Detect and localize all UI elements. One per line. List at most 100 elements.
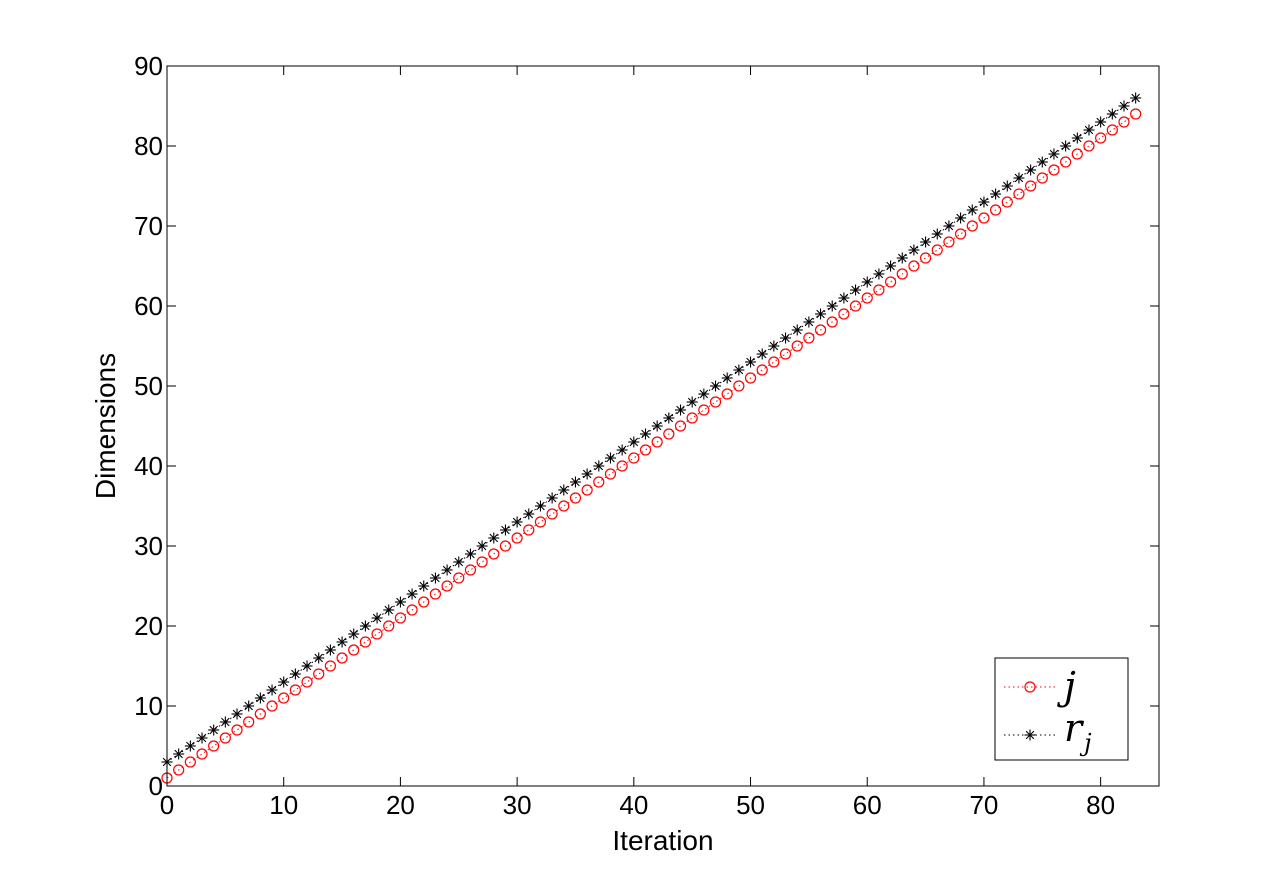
data-point (721, 372, 733, 384)
data-point (569, 476, 581, 488)
data-point (581, 484, 593, 496)
data-point (896, 252, 908, 264)
x-tick-label: 10 (269, 790, 298, 820)
data-point (196, 748, 208, 760)
data-point (663, 428, 675, 440)
data-point (1001, 196, 1013, 208)
data-point (791, 324, 803, 336)
data-point (733, 380, 745, 392)
data-point (710, 380, 722, 392)
data-point (184, 756, 196, 768)
data-point (604, 468, 617, 480)
data-point (955, 212, 967, 224)
data-point (593, 476, 605, 488)
data-point (441, 564, 453, 576)
data-point (733, 364, 745, 376)
data-point (464, 548, 476, 560)
data-point (849, 300, 862, 312)
data-point (1001, 180, 1013, 192)
data-point (826, 300, 838, 312)
data-point (1036, 156, 1048, 168)
y-tick-label: 40 (134, 451, 163, 481)
data-point (884, 276, 897, 288)
data-point (686, 412, 698, 424)
legend-marker-circle (1024, 681, 1036, 693)
data-point (546, 492, 558, 504)
data-point (686, 396, 698, 408)
data-point (383, 620, 395, 632)
data-point (429, 588, 442, 600)
plot-frame (166, 65, 1160, 787)
data-point (523, 508, 535, 520)
x-tick-label: 40 (619, 790, 648, 820)
data-point (196, 732, 208, 744)
data-point (908, 260, 920, 272)
x-tick-label: 20 (386, 790, 415, 820)
data-point (383, 604, 395, 616)
data-point (920, 236, 932, 248)
data-point (768, 356, 780, 368)
data-point (324, 660, 336, 672)
data-point (780, 332, 792, 344)
data-point (476, 540, 488, 552)
data-point (278, 692, 290, 704)
data-point (943, 220, 955, 232)
data-point (1013, 172, 1025, 184)
data-point (593, 460, 605, 472)
data-point (990, 204, 1002, 216)
data-point (359, 636, 371, 648)
x-tick-label: 70 (969, 790, 998, 820)
data-point (628, 436, 640, 448)
data-point (289, 684, 301, 696)
series-1 (161, 108, 1142, 784)
data-point (616, 444, 628, 456)
x-axis-ticks: 0 10 20 30 40 50 60 70 80 (160, 66, 1115, 820)
data-point (756, 364, 768, 376)
data-point (628, 452, 640, 464)
data-point (698, 404, 710, 416)
data-point (254, 708, 266, 720)
data-point (604, 452, 616, 464)
data-point (838, 292, 850, 304)
data-point (173, 748, 185, 760)
data-point (1048, 164, 1060, 176)
data-point (978, 212, 990, 224)
legend-box (994, 657, 1129, 761)
data-point (394, 596, 406, 608)
data-point (931, 228, 943, 240)
x-tick-label: 0 (160, 790, 174, 820)
legend-marker-asterisk (1024, 729, 1036, 741)
y-tick-label: 70 (134, 211, 163, 241)
data-point (569, 492, 582, 504)
data-point (546, 508, 558, 520)
data-point (289, 668, 301, 680)
data-point (873, 268, 885, 280)
data-point (371, 612, 383, 624)
data-point (815, 308, 827, 320)
data-point (231, 724, 243, 736)
x-tick-label: 30 (503, 790, 532, 820)
data-point (301, 660, 313, 672)
data-point (1130, 92, 1142, 104)
data-point (1071, 132, 1083, 144)
data-point (674, 420, 687, 432)
data-point (709, 396, 722, 408)
data-point (978, 196, 990, 208)
data-point (243, 700, 255, 712)
data-point (1048, 148, 1060, 160)
data-point (1060, 156, 1072, 168)
data-point (1118, 100, 1130, 112)
data-point (313, 652, 325, 664)
data-point (243, 716, 255, 728)
data-point (359, 620, 371, 632)
data-point (394, 612, 407, 624)
data-point (896, 268, 908, 280)
y-tick-label: 10 (134, 691, 163, 721)
series-layer (161, 92, 1142, 784)
data-point (1036, 172, 1048, 184)
y-tick-label: 30 (134, 531, 163, 561)
data-point (814, 324, 827, 336)
data-point (266, 684, 278, 696)
data-point (464, 564, 477, 576)
